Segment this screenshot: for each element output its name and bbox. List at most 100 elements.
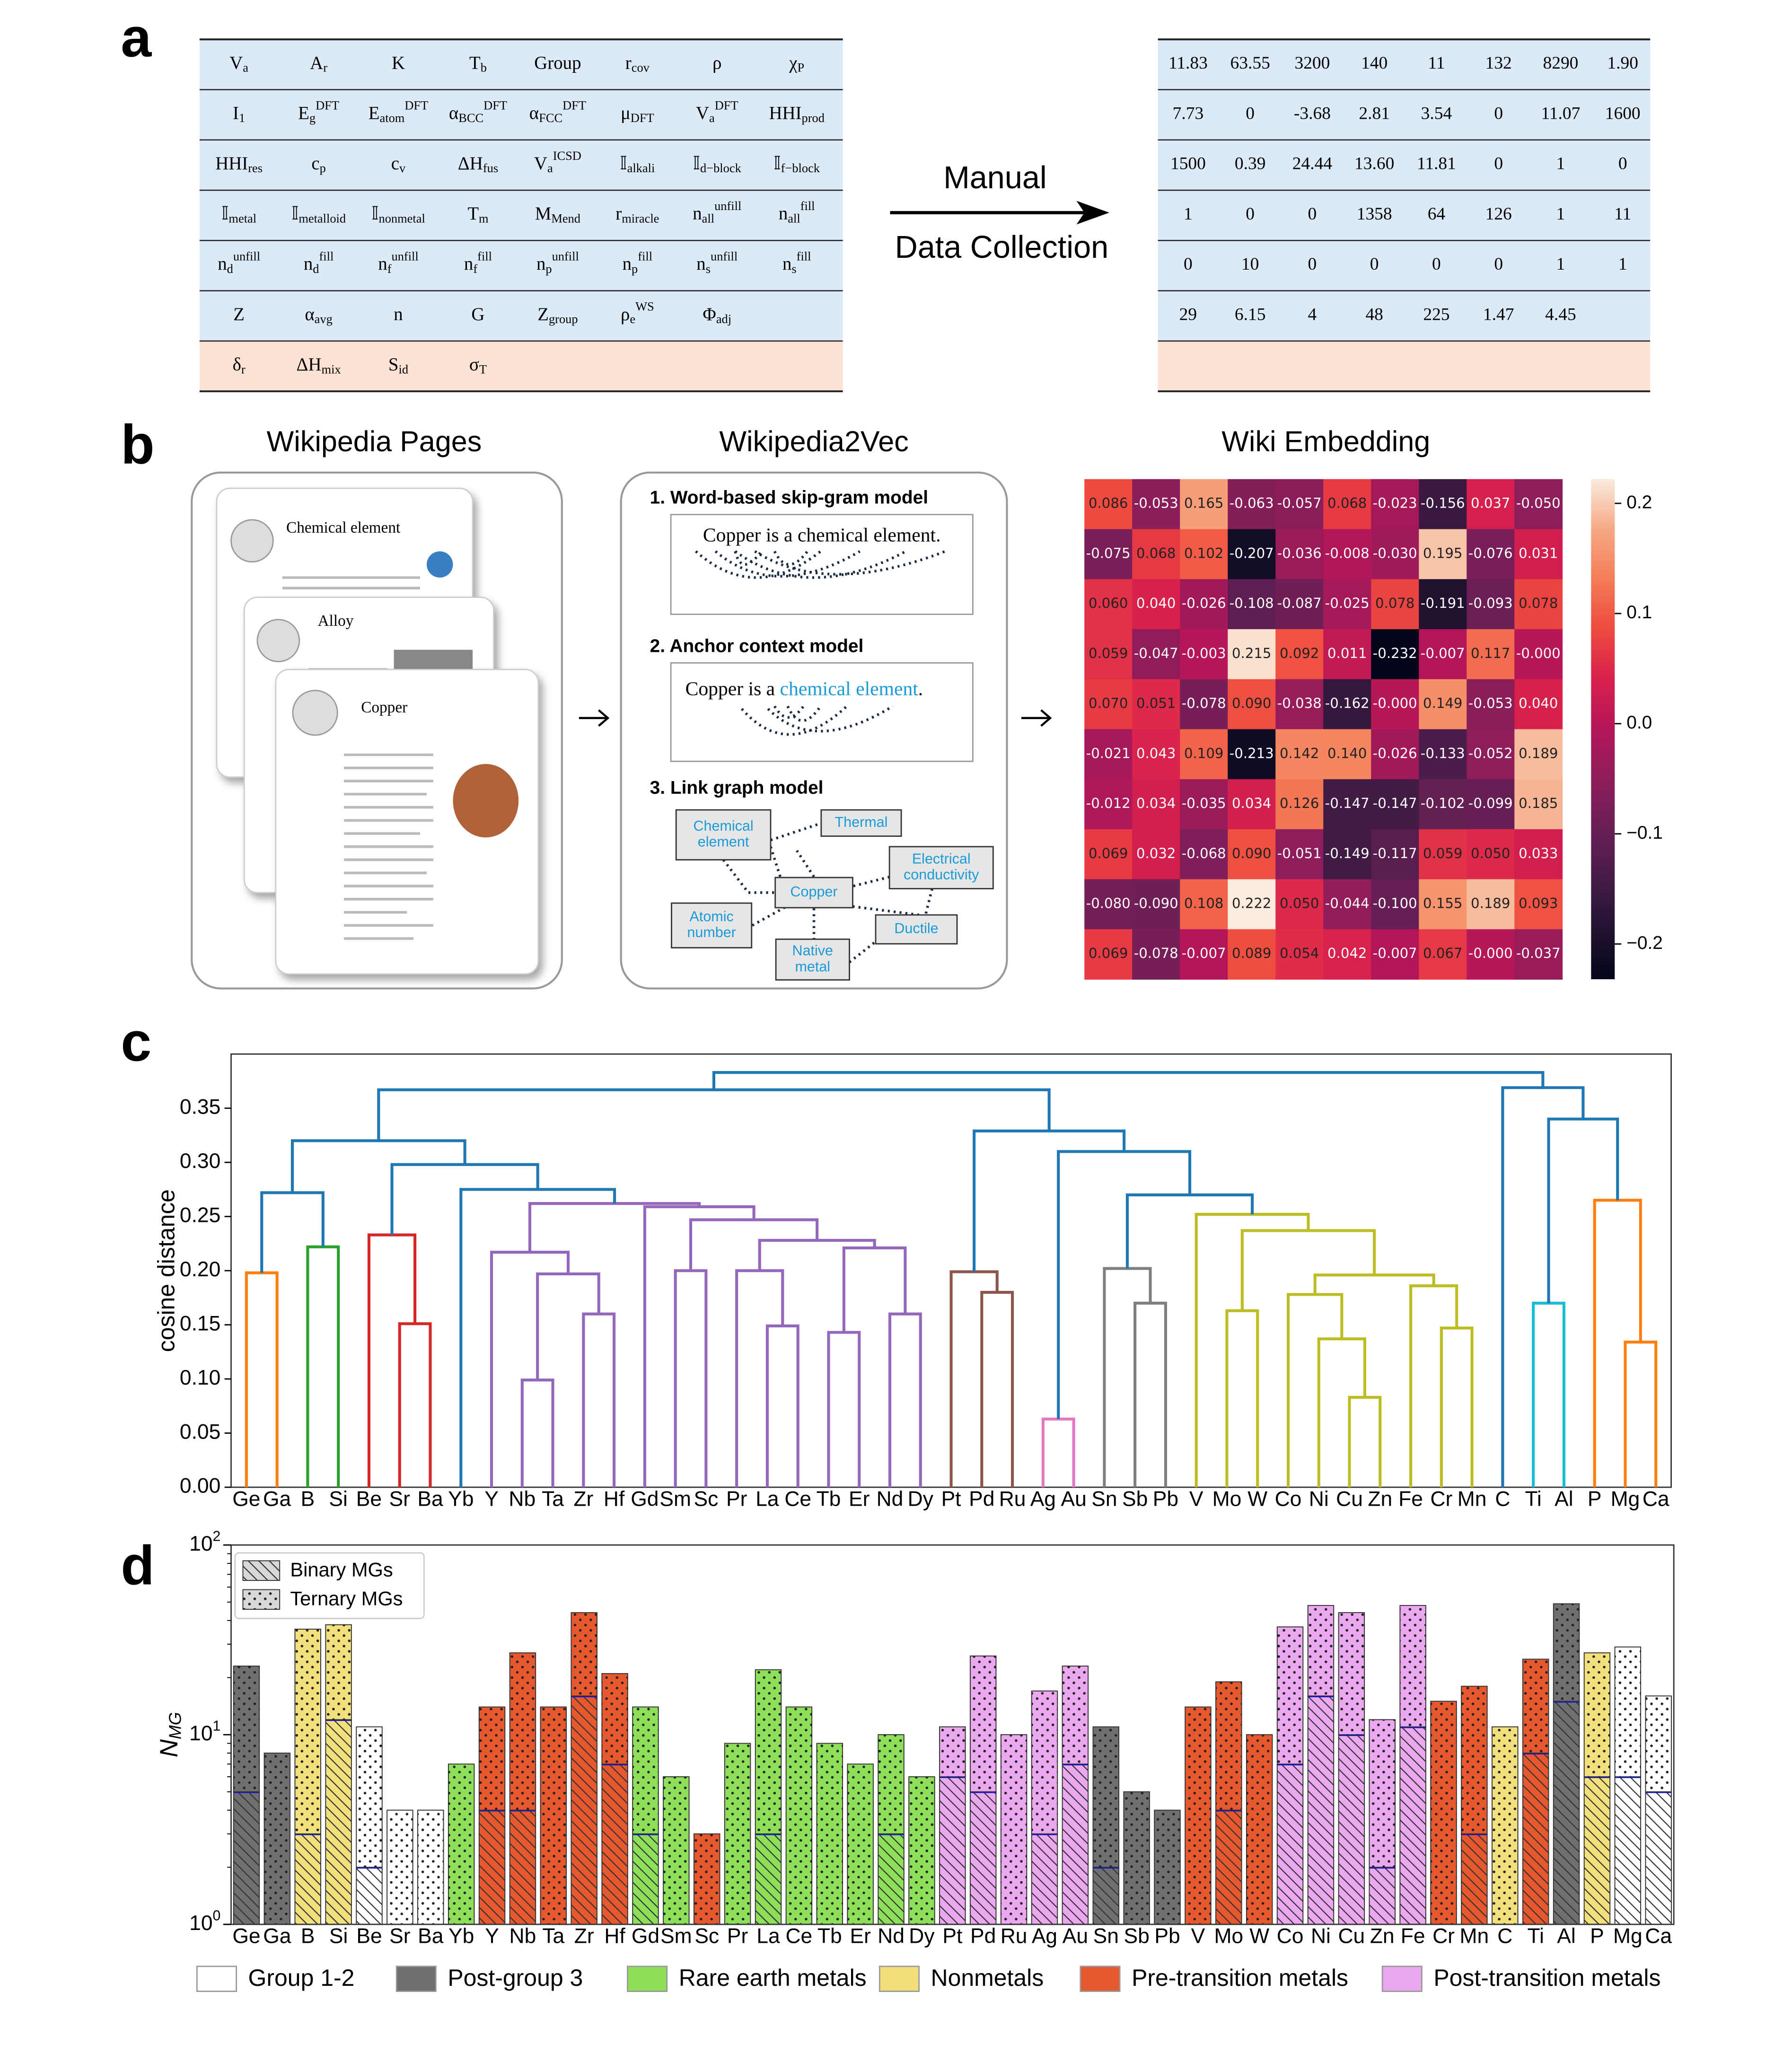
x-tick-label: W xyxy=(1249,1925,1269,1948)
text-part: fill xyxy=(797,249,811,263)
x-tick-label: Ge xyxy=(232,1925,260,1948)
heatmap-cell xyxy=(1132,529,1181,580)
text-part: DFT xyxy=(316,98,339,113)
heatmap-cell xyxy=(1132,929,1181,980)
heatmap-cell xyxy=(1419,929,1467,980)
bar-pattern xyxy=(1216,1810,1242,1925)
heatmap-cell xyxy=(1467,929,1515,980)
heatmap-cell xyxy=(1180,479,1229,530)
x-tick-label: B xyxy=(301,1487,315,1510)
text-part: r xyxy=(241,362,246,376)
group-swatch xyxy=(395,1965,437,1992)
cell-label: 0.050 xyxy=(1471,845,1510,861)
arrow-label: Manual xyxy=(943,160,1046,195)
table-row xyxy=(1158,240,1651,291)
bar-pattern xyxy=(1645,1696,1671,1792)
bar-pattern xyxy=(1400,1605,1426,1727)
feature-cell: nsunfill xyxy=(696,249,738,275)
x-tick-label: Sc xyxy=(694,1487,719,1510)
section-title: Wikipedia2Vec xyxy=(719,425,908,457)
text-part: α xyxy=(305,304,314,325)
feature-cell: Va xyxy=(229,53,248,74)
heatmap-cell xyxy=(1323,779,1372,830)
text-part: FCC xyxy=(539,111,562,125)
x-tick-label: Pd xyxy=(969,1487,994,1510)
x-tick-label: Sb xyxy=(1124,1925,1149,1948)
text-part: 10 xyxy=(189,1722,212,1745)
dendrogram-link xyxy=(689,1218,819,1271)
bar-pattern xyxy=(479,1810,505,1925)
group-label: Group 1-2 xyxy=(248,1965,355,1991)
heatmap-cell xyxy=(1467,629,1515,680)
heatmap-cell xyxy=(1180,679,1229,730)
text-part: σ xyxy=(469,354,479,375)
bar-pattern xyxy=(1553,1701,1580,1925)
text-part: all xyxy=(702,211,714,226)
cell-label: -0.053 xyxy=(1468,695,1513,711)
text-part: fill xyxy=(638,249,652,263)
panel-label: a xyxy=(121,7,152,69)
x-tick-label: Fe xyxy=(1398,1487,1423,1510)
heatmap-cell xyxy=(1228,879,1276,930)
cell-label: 0.108 xyxy=(1184,895,1223,912)
heatmap-cell xyxy=(1275,829,1324,880)
cell-label: 0.037 xyxy=(1471,495,1510,511)
x-tick-label: V xyxy=(1191,1925,1205,1948)
bar-pattern xyxy=(1369,1720,1395,1868)
x-tick-label: Ce xyxy=(784,1487,811,1510)
cell-label: -0.093 xyxy=(1468,595,1513,611)
text-part: f xyxy=(473,262,477,276)
heatmap-cell xyxy=(1084,729,1133,780)
feature-cell: cp xyxy=(311,153,325,175)
text-part: T xyxy=(467,203,479,224)
text-part: id xyxy=(399,362,409,376)
node-label: Chemical element xyxy=(693,818,753,850)
value-cell: 2.81 xyxy=(1359,104,1390,123)
y-axis-label: cosine distance xyxy=(153,1189,179,1352)
text-part: p xyxy=(545,262,552,276)
x-tick-label: Hf xyxy=(604,1487,625,1510)
heatmap-cell xyxy=(1371,679,1420,730)
table-row xyxy=(199,240,843,291)
text-part: DFT xyxy=(631,111,654,125)
bar-pattern xyxy=(233,1666,260,1792)
heatmap-cell xyxy=(1323,729,1372,780)
bar-pattern xyxy=(755,1669,782,1834)
text-part: V xyxy=(229,53,243,73)
cell-label: -0.050 xyxy=(1516,495,1561,511)
text-part: A xyxy=(310,53,323,73)
x-tick-label: Yb xyxy=(448,1487,474,1510)
value-cell: 1 xyxy=(1556,154,1565,174)
cell-label: -0.057 xyxy=(1277,495,1322,511)
feature-cell: EatomDFT xyxy=(369,98,428,125)
cell-label: 0.142 xyxy=(1280,745,1319,761)
text-part: 1 xyxy=(239,111,245,125)
heatmap-cell xyxy=(1419,479,1467,530)
text-part: n xyxy=(394,304,403,325)
arrow xyxy=(579,709,610,727)
value-cell: 1 xyxy=(1618,254,1627,274)
heatmap-cell xyxy=(1467,879,1515,930)
x-tick-label: Zr xyxy=(574,1925,594,1948)
legend-label: Ternary MGs xyxy=(290,1588,403,1610)
group-label: Rare earth metals xyxy=(679,1965,867,1991)
bar-pattern xyxy=(233,1791,260,1925)
heatmap-cell xyxy=(1275,879,1324,930)
x-tick-label: Dy xyxy=(908,1487,934,1510)
bar-pattern xyxy=(1308,1696,1334,1925)
x-tick-label: P xyxy=(1588,1487,1602,1510)
x-tick-label: Ca xyxy=(1643,1487,1669,1510)
text-part: s xyxy=(791,262,796,276)
text-part: N xyxy=(155,1739,183,1757)
feature-cell: ΔHmix xyxy=(297,354,341,376)
sentence-part: Copper is a xyxy=(685,678,780,700)
text-part: fus xyxy=(483,161,498,175)
group-swatch xyxy=(627,1965,668,1992)
x-tick-label: Yb xyxy=(448,1925,474,1948)
text-part: c xyxy=(391,153,399,174)
legend-label: Binary MGs xyxy=(290,1559,393,1581)
cell-label: 0.034 xyxy=(1232,795,1271,811)
text-part: Atomic xyxy=(689,909,733,925)
group-swatch xyxy=(1080,1965,1121,1992)
x-tick-label: Ga xyxy=(263,1487,291,1510)
